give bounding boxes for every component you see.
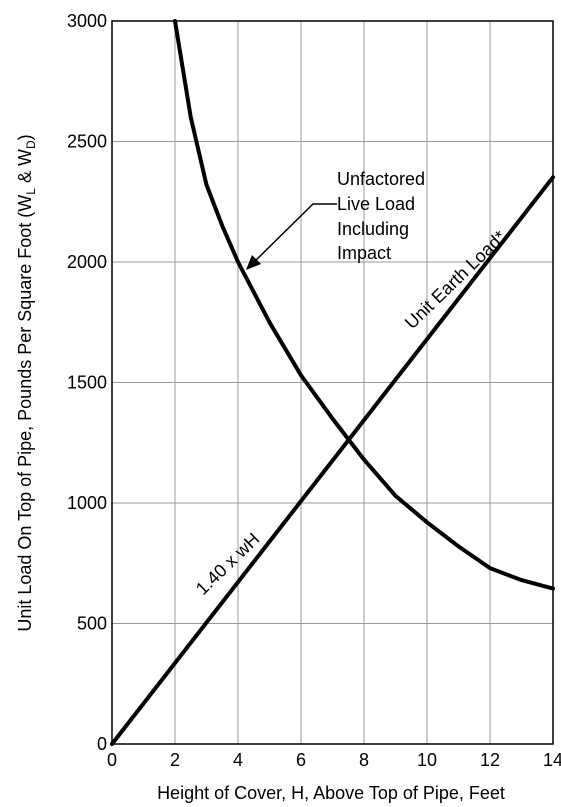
y-tick-label: 3000 bbox=[67, 11, 107, 31]
y-tick-label: 2500 bbox=[67, 132, 107, 152]
series-lines bbox=[110, 19, 555, 746]
y-axis-title-close: ) bbox=[15, 134, 35, 140]
x-tick-label: 10 bbox=[417, 750, 437, 770]
x-tick-label: 6 bbox=[296, 750, 306, 770]
y-tick-label: 500 bbox=[77, 614, 107, 634]
live-load-label-line-3: Including bbox=[337, 219, 409, 239]
x-tick-label: 12 bbox=[480, 750, 500, 770]
y-tick-labels: 0 500 1000 1500 2000 2500 3000 bbox=[67, 11, 107, 754]
plot-frame bbox=[111, 20, 554, 745]
y-axis-title: Unit Load On Top of Pipe, Pounds Per Squ… bbox=[15, 134, 38, 631]
y-tick-label: 1000 bbox=[67, 493, 107, 513]
earth-load-label: Unit Earth Load* bbox=[401, 227, 510, 333]
live-load-curve bbox=[173, 19, 555, 591]
gridlines bbox=[112, 21, 553, 744]
earth-load-line bbox=[110, 175, 555, 746]
x-axis-title: Height of Cover, H, Above Top of Pipe, F… bbox=[157, 783, 505, 803]
y-axis-title-sub-l: L bbox=[24, 188, 38, 195]
y-axis-title-sub-d: D bbox=[24, 140, 38, 149]
y-tick-label: 0 bbox=[97, 734, 107, 754]
live-load-label-line-4: Impact bbox=[337, 243, 391, 263]
live-load-leader-line bbox=[251, 203, 337, 265]
x-tick-label: 2 bbox=[170, 750, 180, 770]
y-tick-label: 1500 bbox=[67, 373, 107, 393]
live-load-label-line-2: Live Load bbox=[337, 194, 415, 214]
live-load-label-line-1: Unfactored bbox=[337, 169, 425, 189]
x-tick-label: 14 bbox=[543, 750, 561, 770]
x-tick-labels: 0 2 4 6 8 10 12 14 bbox=[107, 750, 561, 770]
live-load-annotation: Unfactored Live Load Including Impact bbox=[246, 169, 425, 270]
x-tick-label: 8 bbox=[359, 750, 369, 770]
x-tick-label: 0 bbox=[107, 750, 117, 770]
live-load-arrowhead bbox=[246, 255, 261, 270]
x-tick-label: 4 bbox=[233, 750, 243, 770]
y-axis-title-amp: & W bbox=[15, 149, 35, 188]
y-tick-label: 2000 bbox=[67, 252, 107, 272]
y-axis-title-main: Unit Load On Top of Pipe, Pounds Per Squ… bbox=[15, 195, 35, 632]
